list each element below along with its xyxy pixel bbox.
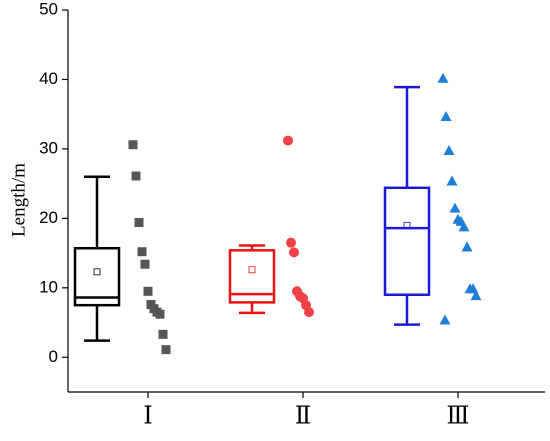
mean [93,268,101,276]
y-tick-label: 10 [39,277,58,296]
point [446,175,458,186]
point [161,345,171,355]
point [286,237,296,248]
box [228,249,276,304]
x-tick-label: Ⅲ [446,404,469,430]
mean [403,221,411,229]
point [155,309,165,319]
point [458,221,470,232]
point [140,259,150,269]
point [461,241,473,252]
point [440,110,452,121]
y-tick-label: 40 [39,69,58,88]
point [158,329,168,339]
point [128,140,138,150]
point [304,307,314,318]
y-tick-label: 0 [49,347,58,366]
x-tick-label: Ⅱ [295,404,311,430]
y-axis-label: Length/m [8,163,29,237]
box [73,246,121,307]
y-tick-label: 30 [39,138,58,157]
point [289,247,299,258]
point [439,314,451,325]
point [143,286,153,296]
mean [248,266,256,274]
point [283,135,293,146]
y-tick-label: 20 [39,208,58,227]
y-tick-label: 50 [39,0,58,18]
point [443,144,455,155]
point [437,72,449,83]
point [470,290,482,301]
x-tick-label: Ⅰ [143,404,152,430]
point [449,202,461,213]
point [137,247,147,257]
box [383,186,431,297]
point [131,171,141,181]
point [134,218,144,228]
